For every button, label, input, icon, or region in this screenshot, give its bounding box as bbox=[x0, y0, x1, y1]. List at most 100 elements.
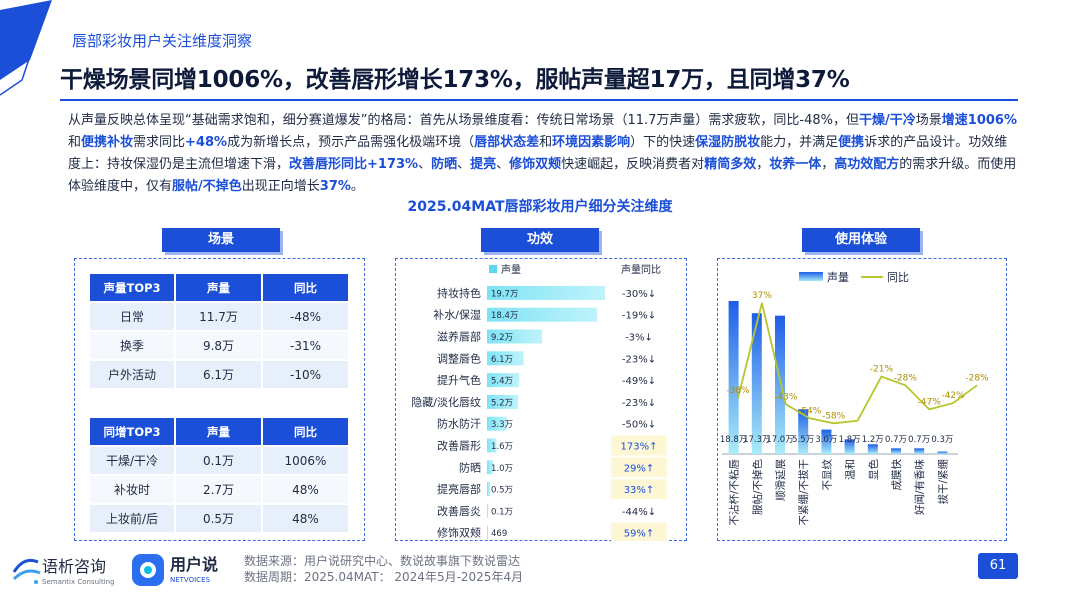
bar bbox=[487, 482, 490, 497]
category-label: 提升气色 bbox=[437, 373, 481, 387]
legend-label-yoy: 同比 bbox=[887, 271, 909, 284]
yoy-label: -3%↓ bbox=[625, 333, 653, 344]
summary-highlight: 干燥/干冷 bbox=[859, 113, 916, 128]
table-cell: -10% bbox=[263, 361, 350, 388]
bar-value-label: 3.3万 bbox=[491, 420, 513, 430]
bar bbox=[867, 444, 878, 454]
bar bbox=[821, 429, 832, 454]
summary-text: 、 bbox=[418, 157, 432, 172]
semantix-logo-icon bbox=[12, 558, 41, 584]
bar bbox=[937, 451, 948, 454]
bar-value-label: 0.7万 bbox=[885, 435, 907, 445]
yoy-label: -50%↓ bbox=[622, 420, 656, 431]
category-label: 显色 bbox=[867, 459, 880, 480]
headline-divider bbox=[60, 99, 1018, 101]
table-row: 上妆前/后 0.5万 48% bbox=[90, 505, 350, 532]
page-number: 61 bbox=[978, 553, 1018, 579]
bar bbox=[487, 351, 524, 366]
category-label: 顺滑延展 bbox=[775, 459, 787, 501]
summary-text: 从声量反映总体呈现“基础需求饱和，细分赛道爆发”的格局：首先从场景维度看：传统日… bbox=[68, 113, 860, 128]
summary-text: 、 bbox=[496, 157, 510, 172]
bar-value-label: 3.0万 bbox=[815, 435, 837, 445]
bar-value-label: 18.8万 bbox=[720, 435, 747, 445]
summary-text: 、 bbox=[457, 157, 471, 172]
yoy-label: -19%↓ bbox=[622, 311, 656, 322]
table-header: 声量 bbox=[176, 274, 263, 301]
bar-value-label: 0.7万 bbox=[908, 435, 930, 445]
bar bbox=[728, 301, 739, 454]
section-title: 唇部彩妆用户关注维度洞察 bbox=[72, 32, 253, 50]
bar-value-label: 5.5万 bbox=[792, 435, 814, 445]
scene-panel bbox=[74, 258, 365, 541]
bar-value-label: 0.1万 bbox=[491, 507, 513, 517]
summary-highlight: 服帖/不掉色 bbox=[172, 179, 242, 194]
yoy-line bbox=[737, 302, 978, 425]
scene-panel-header: 场景 bbox=[162, 228, 280, 252]
bar bbox=[751, 313, 762, 454]
table-row: 户外活动 6.1万 -10% bbox=[90, 361, 350, 388]
headline: 干燥场景同增1006%，改善唇形增长173%，服帖声量超17万，且同增37% bbox=[60, 67, 850, 93]
summary-text: 场景 bbox=[915, 113, 942, 128]
footer-source: 数据来源：用户说研究中心、数说故事旗下数说雷达 数据周期：2025.04MAT：… bbox=[244, 553, 523, 585]
table-cell: 48% bbox=[263, 476, 350, 503]
summary-highlight: 防晒 bbox=[431, 157, 458, 172]
brand1-subtitle: Semantix Consulting bbox=[42, 578, 115, 586]
category-label: 改善唇形 bbox=[437, 439, 481, 453]
table-cell: 干燥/干冷 bbox=[90, 447, 176, 474]
summary-text: 和 bbox=[68, 135, 82, 150]
category-label: 成膜快 bbox=[891, 459, 903, 491]
yoy-point-label: -54% bbox=[798, 406, 822, 416]
category-label: 服帖/不掉色 bbox=[751, 459, 764, 516]
category-label: 持妆持色 bbox=[437, 286, 481, 300]
bar bbox=[798, 409, 809, 454]
bar-value-label: 469 bbox=[491, 529, 507, 539]
category-label: 防水防汗 bbox=[437, 417, 481, 431]
category-label: 好闻/有香味 bbox=[913, 459, 926, 516]
table-cell: 户外活动 bbox=[90, 361, 176, 388]
summary-text: 需求同比 bbox=[133, 135, 186, 150]
table-header: 同比 bbox=[263, 274, 350, 301]
summary-highlight: 增速1006% bbox=[941, 113, 1017, 128]
legend-label-volume: 声量 bbox=[827, 270, 849, 284]
yoy-point-label: -42% bbox=[941, 391, 965, 401]
summary-highlight: 保湿防脱妆 bbox=[695, 135, 761, 150]
yoy-point-label: -28% bbox=[965, 373, 989, 383]
summary-text: 成为新增长点，预示产品需强化极端环境（ bbox=[227, 135, 475, 150]
brand2-name: 用户说 bbox=[170, 555, 218, 574]
table-cell: 6.1万 bbox=[176, 361, 263, 388]
table-cell: 2.7万 bbox=[176, 476, 263, 503]
bar bbox=[487, 307, 598, 322]
table-cell: -48% bbox=[263, 303, 350, 330]
summary-highlight: 便携 bbox=[838, 135, 865, 150]
category-label: 拔干/紧绷 bbox=[936, 459, 949, 505]
bar bbox=[487, 503, 488, 518]
function-panel-header: 功效 bbox=[481, 228, 599, 252]
category-label: 不沾杯/不粘唇 bbox=[728, 459, 741, 526]
category-label: 提亮唇部 bbox=[437, 482, 481, 496]
category-label: 不紧绷/不拔干 bbox=[797, 459, 810, 526]
bar-value-label: 6.1万 bbox=[491, 355, 513, 365]
category-label: 修饰双颊 bbox=[437, 526, 481, 540]
summary-highlight: +48% bbox=[185, 135, 228, 150]
summary-highlight: 提亮 bbox=[470, 157, 497, 172]
summary-text: 能力，并满足 bbox=[760, 135, 839, 150]
bar-value-label: 17.0万 bbox=[766, 435, 793, 445]
summary-highlight: 便携补妆 bbox=[81, 135, 134, 150]
bar-value-label: 18.4万 bbox=[491, 311, 518, 321]
category-label: 温和 bbox=[845, 459, 857, 480]
bar-value-label: 5.4万 bbox=[491, 377, 513, 387]
bar-value-label: 9.2万 bbox=[491, 333, 513, 343]
bar-value-label: 17.3万 bbox=[743, 435, 770, 445]
summary-highlight: 精简多效 bbox=[704, 157, 757, 172]
summary-paragraph: 从声量反映总体呈现“基础需求饱和，细分赛道爆发”的格局：首先从场景维度看：传统日… bbox=[68, 110, 1018, 198]
category-label: 隐藏/淡化唇纹 bbox=[411, 395, 481, 409]
table-header: 声量 bbox=[176, 418, 263, 445]
yoy-highlight bbox=[611, 522, 667, 541]
bar-value-label: 5.2万 bbox=[491, 398, 513, 408]
bar bbox=[844, 439, 855, 454]
table-cell: 日常 bbox=[90, 303, 176, 330]
function-panel bbox=[395, 258, 687, 541]
bar bbox=[487, 373, 520, 388]
summary-highlight: 高功效配方 bbox=[834, 157, 900, 172]
